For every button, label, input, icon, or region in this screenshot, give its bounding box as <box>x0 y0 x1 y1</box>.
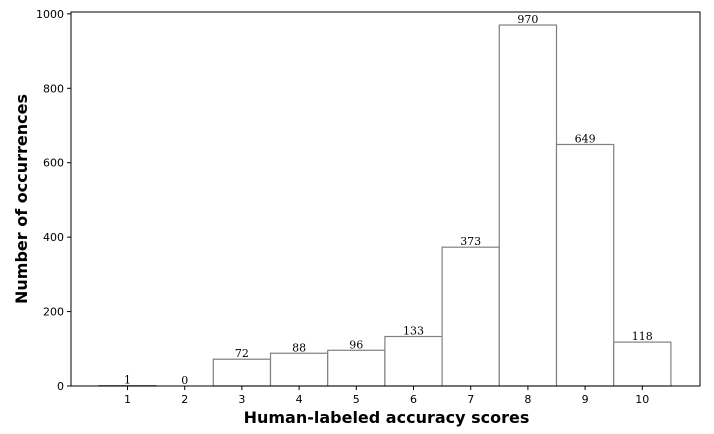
y-axis-ticks: 0 200 400 600 800 1000 <box>36 8 71 393</box>
bar-value-label: 0 <box>181 374 188 387</box>
bar-value-label: 373 <box>460 235 481 248</box>
y-tick-label: 0 <box>57 380 64 393</box>
y-tick-label: 200 <box>43 306 64 319</box>
x-tick-label: 3 <box>238 393 245 406</box>
x-tick-label: 5 <box>353 393 360 406</box>
bar-value-label: 72 <box>235 347 249 360</box>
bar-value-label: 118 <box>632 330 653 343</box>
bar-value-label: 88 <box>292 341 306 354</box>
bar-6 <box>384 335 443 387</box>
x-tick-label: 9 <box>582 393 589 406</box>
y-tick-label: 400 <box>43 231 64 244</box>
x-tick-label: 7 <box>467 393 474 406</box>
bar-10 <box>613 341 672 387</box>
y-tick-label: 1000 <box>36 8 64 21</box>
bar-4 <box>269 352 329 387</box>
bar-5 <box>327 349 386 387</box>
y-tick-label: 600 <box>43 157 64 170</box>
x-axis-ticks: 1 2 3 4 5 6 7 8 9 10 <box>124 386 649 406</box>
x-tick-label: 10 <box>635 393 649 406</box>
x-tick-label: 1 <box>124 393 131 406</box>
bar-value-label: 96 <box>349 338 363 351</box>
y-axis-title: Number of occurrences <box>12 94 31 304</box>
plot-frame <box>70 11 701 387</box>
x-tick-label: 6 <box>410 393 417 406</box>
bar-value-label: 970 <box>517 13 538 26</box>
bars-group <box>98 24 672 387</box>
bar-8 <box>498 24 558 387</box>
bar-9 <box>555 143 615 387</box>
bar-labels-group: 1 0 72 88 96 133 373 970 649 118 <box>124 13 653 387</box>
bar-value-label: 649 <box>575 132 596 145</box>
bar-value-label: 133 <box>403 325 424 338</box>
x-tick-label: 8 <box>524 393 531 406</box>
bar-7 <box>441 246 500 387</box>
x-tick-label: 2 <box>181 393 188 406</box>
bar-3 <box>212 358 272 387</box>
bar-value-label: 1 <box>124 374 131 387</box>
x-tick-label: 4 <box>296 393 303 406</box>
x-axis-title: Human-labeled accuracy scores <box>244 408 530 427</box>
y-tick-label: 800 <box>43 82 64 95</box>
